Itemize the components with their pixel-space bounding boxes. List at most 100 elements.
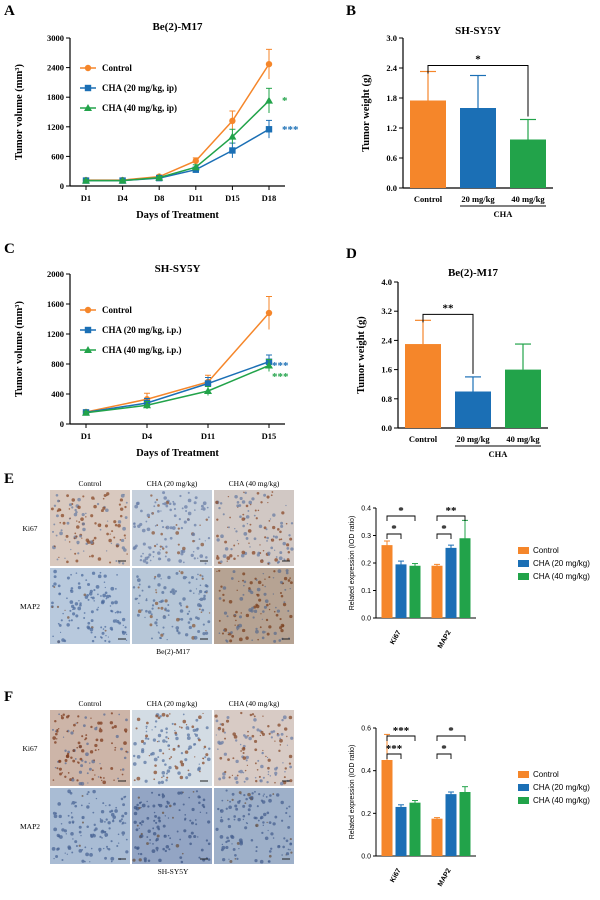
cell-nucleus: [202, 632, 206, 636]
cell-nucleus: [272, 525, 276, 530]
cell-nucleus: [58, 592, 62, 596]
cell-nucleus: [50, 507, 54, 511]
cell-nucleus: [263, 592, 267, 596]
cell-nucleus: [152, 550, 155, 554]
cell-nucleus: [274, 767, 278, 771]
cell-nucleus: [56, 510, 59, 513]
cell-nucleus: [289, 614, 293, 619]
cell-nucleus: [180, 763, 185, 767]
cell-nucleus: [155, 837, 159, 841]
cell-nucleus: [138, 594, 141, 597]
cell-nucleus: [157, 781, 161, 785]
cell-nucleus: [287, 579, 291, 582]
cell-nucleus: [167, 744, 171, 748]
cell-nucleus: [177, 543, 180, 546]
cell-nucleus: [256, 587, 261, 592]
cell-nucleus: [110, 840, 113, 843]
cell-nucleus: [111, 742, 113, 745]
cell-nucleus: [204, 756, 207, 759]
cell-nucleus: [94, 749, 97, 752]
cell-nucleus: [59, 631, 62, 634]
cell-nucleus: [79, 757, 83, 761]
cell-nucleus: [168, 757, 171, 760]
cell-nucleus: [191, 725, 195, 729]
cell-nucleus: [202, 623, 205, 626]
cell-nucleus: [242, 752, 245, 755]
cell-nucleus: [145, 561, 149, 565]
cell-nucleus: [275, 556, 278, 558]
series-line: [85, 312, 270, 413]
cell-nucleus: [150, 752, 153, 756]
cell-nucleus: [198, 715, 202, 720]
cell-nucleus: [222, 728, 225, 731]
cell-nucleus: [172, 816, 174, 819]
cell-nucleus: [137, 524, 141, 528]
cell-nucleus: [53, 504, 57, 507]
cell-nucleus: [151, 729, 153, 731]
cell-nucleus: [222, 593, 225, 597]
cell-nucleus: [92, 539, 95, 542]
cell-nucleus: [155, 624, 158, 627]
micrograph: [214, 788, 294, 864]
bar: [431, 565, 443, 618]
cell-nucleus: [265, 796, 268, 798]
data-point: [82, 176, 90, 184]
cell-nucleus: [117, 777, 119, 780]
cell-nucleus: [263, 526, 267, 530]
cell-nucleus: [179, 726, 181, 728]
cell-nucleus: [163, 586, 167, 590]
y-tick-label: 1200: [47, 122, 64, 132]
y-axis-label: Related expression (IOD ratio): [349, 745, 356, 840]
cell-nucleus: [148, 755, 151, 757]
cell-nucleus: [259, 544, 261, 546]
cell-nucleus: [199, 597, 204, 602]
y-tick-label: 400: [51, 389, 64, 399]
cell-nucleus: [147, 829, 151, 833]
cell-nucleus: [98, 847, 102, 852]
cell-nucleus: [283, 601, 286, 604]
cell-nucleus: [144, 737, 148, 740]
cell-nucleus: [145, 730, 148, 733]
cell-nucleus: [201, 577, 204, 580]
cell-nucleus: [83, 612, 86, 614]
cell-nucleus: [235, 530, 238, 533]
cell-nucleus: [141, 589, 144, 592]
cell-nucleus: [54, 766, 57, 769]
cell-nucleus: [282, 541, 287, 546]
cell-nucleus: [102, 802, 105, 805]
cell-nucleus: [146, 527, 151, 532]
cell-nucleus: [158, 740, 160, 743]
cell-nucleus: [245, 537, 249, 540]
cell-nucleus: [251, 551, 256, 555]
cell-nucleus: [268, 732, 271, 735]
cell-nucleus: [119, 539, 122, 541]
cell-nucleus: [271, 491, 274, 493]
cell-nucleus: [83, 617, 86, 619]
cell-nucleus: [207, 858, 211, 861]
cell-nucleus: [189, 617, 193, 621]
cell-nucleus: [189, 819, 192, 822]
data-point: [204, 380, 212, 387]
cell-nucleus: [165, 772, 168, 775]
data-point: [84, 306, 92, 314]
data-point: [84, 326, 92, 334]
cell-nucleus: [184, 633, 189, 637]
cell-nucleus: [248, 796, 251, 799]
cell-nucleus: [124, 631, 127, 634]
cell-nucleus: [238, 791, 242, 795]
y-tick-label: 0.4: [361, 768, 371, 775]
data-point: [265, 361, 273, 369]
y-tick-label: 3000: [47, 33, 64, 43]
cell-nucleus: [111, 610, 114, 613]
cell-nucleus: [190, 821, 194, 825]
cell-nucleus: [244, 491, 247, 495]
cell-nucleus: [113, 536, 116, 539]
x-tick-label: 20 mg/kg: [461, 194, 495, 204]
cell-nucleus: [125, 639, 128, 641]
cell-nucleus: [154, 725, 157, 728]
data-point: [84, 64, 92, 72]
cell-nucleus: [184, 814, 187, 816]
cell-nucleus: [238, 504, 242, 507]
cell-nucleus: [285, 811, 288, 815]
